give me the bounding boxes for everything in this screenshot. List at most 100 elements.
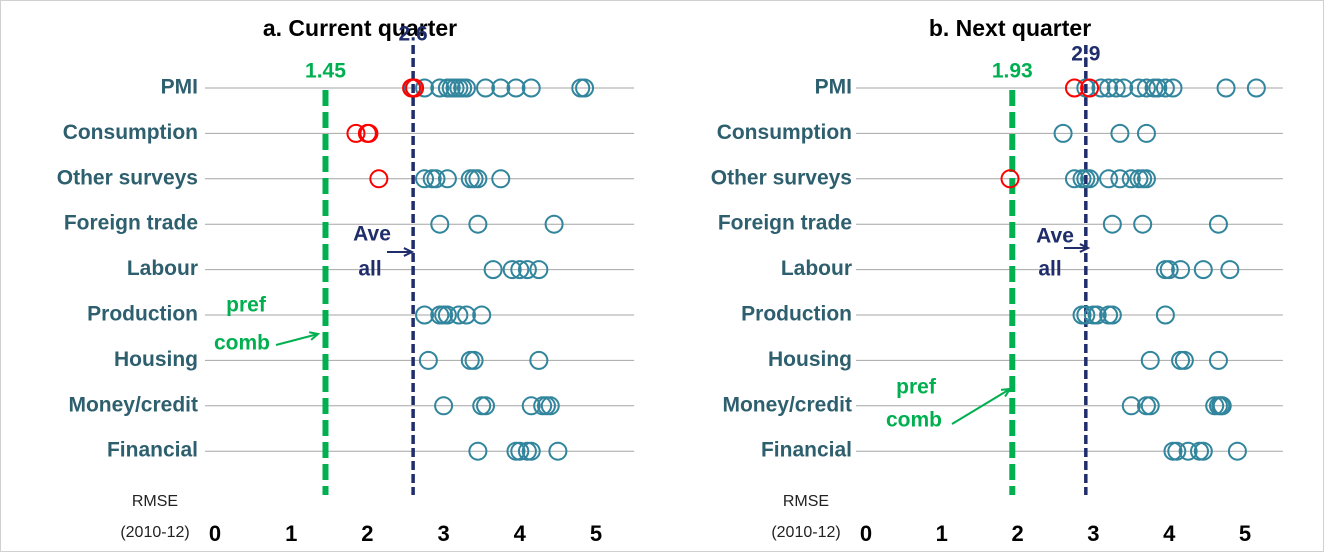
arrow-head <box>1079 243 1091 253</box>
dot <box>517 260 537 280</box>
x-tick-label: 4 <box>1163 521 1176 546</box>
dot <box>468 169 488 189</box>
dot <box>1091 78 1111 98</box>
dot <box>426 169 446 189</box>
dot <box>521 78 541 98</box>
dot <box>529 260 549 280</box>
dot <box>1193 441 1213 461</box>
annotation: pref <box>226 294 267 317</box>
dot <box>1121 396 1141 416</box>
dot <box>1110 123 1130 143</box>
dot <box>1121 169 1141 189</box>
x-tick-label: 0 <box>860 521 872 546</box>
arrow-head <box>308 331 321 341</box>
dot <box>1174 350 1194 370</box>
dot <box>359 123 379 143</box>
dot <box>1129 78 1149 98</box>
category-label: Consumption <box>63 121 198 144</box>
reference-label: 1.93 <box>992 60 1033 83</box>
dot <box>430 214 450 234</box>
category-label: Housing <box>114 348 198 371</box>
x-tick-label: 2 <box>1011 521 1023 546</box>
x-axis-label: (2010-12) <box>771 524 840 541</box>
dot <box>1133 214 1153 234</box>
x-tick-label: 1 <box>285 521 297 546</box>
dot <box>415 78 435 98</box>
x-tick-label: 0 <box>209 521 221 546</box>
dot <box>1220 260 1240 280</box>
category-label: Production <box>87 303 198 326</box>
dot <box>456 305 476 325</box>
dot <box>521 441 541 461</box>
dot <box>544 214 564 234</box>
dot <box>548 441 568 461</box>
dot <box>1193 260 1213 280</box>
annotation: pref <box>896 376 937 399</box>
dot <box>1208 350 1228 370</box>
category-label: Money/credit <box>68 393 198 416</box>
dot <box>1140 396 1160 416</box>
x-tick-label: 5 <box>590 521 602 546</box>
dot <box>476 396 496 416</box>
dot <box>575 78 595 98</box>
x-tick-label: 3 <box>437 521 449 546</box>
dot <box>1178 441 1198 461</box>
dot <box>449 305 469 325</box>
dot <box>1064 78 1084 98</box>
arrow <box>951 388 1011 425</box>
dot <box>510 260 530 280</box>
dot <box>1148 78 1168 98</box>
dot <box>1216 78 1236 98</box>
x-tick-label: 5 <box>1239 521 1251 546</box>
arrow <box>275 333 319 346</box>
chart-title: b. Next quarter <box>929 15 1091 41</box>
dot <box>430 78 450 98</box>
dot <box>415 169 435 189</box>
dot <box>476 78 496 98</box>
category-label: Other surveys <box>57 166 198 189</box>
dot <box>468 441 488 461</box>
dot <box>472 305 492 325</box>
dot <box>510 441 530 461</box>
annotation: comb <box>214 332 270 355</box>
dot <box>521 396 541 416</box>
dot <box>405 78 425 98</box>
dot <box>1099 78 1119 98</box>
reference-label: 1.45 <box>305 60 346 83</box>
annotation: Ave <box>1036 225 1074 248</box>
dot <box>346 123 366 143</box>
dot <box>1106 78 1126 98</box>
x-tick-label: 2 <box>361 521 373 546</box>
annotation: Ave <box>353 223 391 246</box>
category-label: Foreign trade <box>718 212 852 235</box>
dot <box>1208 214 1228 234</box>
dot <box>483 260 503 280</box>
annotation: comb <box>886 409 942 432</box>
dot <box>437 305 457 325</box>
category-label: Foreign trade <box>64 212 198 235</box>
dot <box>529 350 549 370</box>
x-tick-label: 1 <box>936 521 948 546</box>
dot <box>1246 78 1266 98</box>
reference-label: 2.6 <box>399 23 428 46</box>
category-label: Labour <box>127 257 198 280</box>
dot <box>1087 305 1107 325</box>
x-axis-label: RMSE <box>783 493 829 510</box>
dot <box>1163 78 1183 98</box>
dot <box>1167 441 1187 461</box>
chart-title: a. Current quarter <box>263 15 457 41</box>
dot <box>502 260 522 280</box>
x-tick-label: 3 <box>1087 521 1099 546</box>
dot <box>1053 123 1073 143</box>
dot <box>1102 214 1122 234</box>
dot <box>1102 305 1122 325</box>
dot <box>1211 396 1231 416</box>
category-label: PMI <box>815 76 852 99</box>
dot <box>1000 169 1020 189</box>
category-label: Money/credit <box>722 393 852 416</box>
dot <box>1114 78 1134 98</box>
dot <box>1110 169 1130 189</box>
dot <box>506 78 526 98</box>
